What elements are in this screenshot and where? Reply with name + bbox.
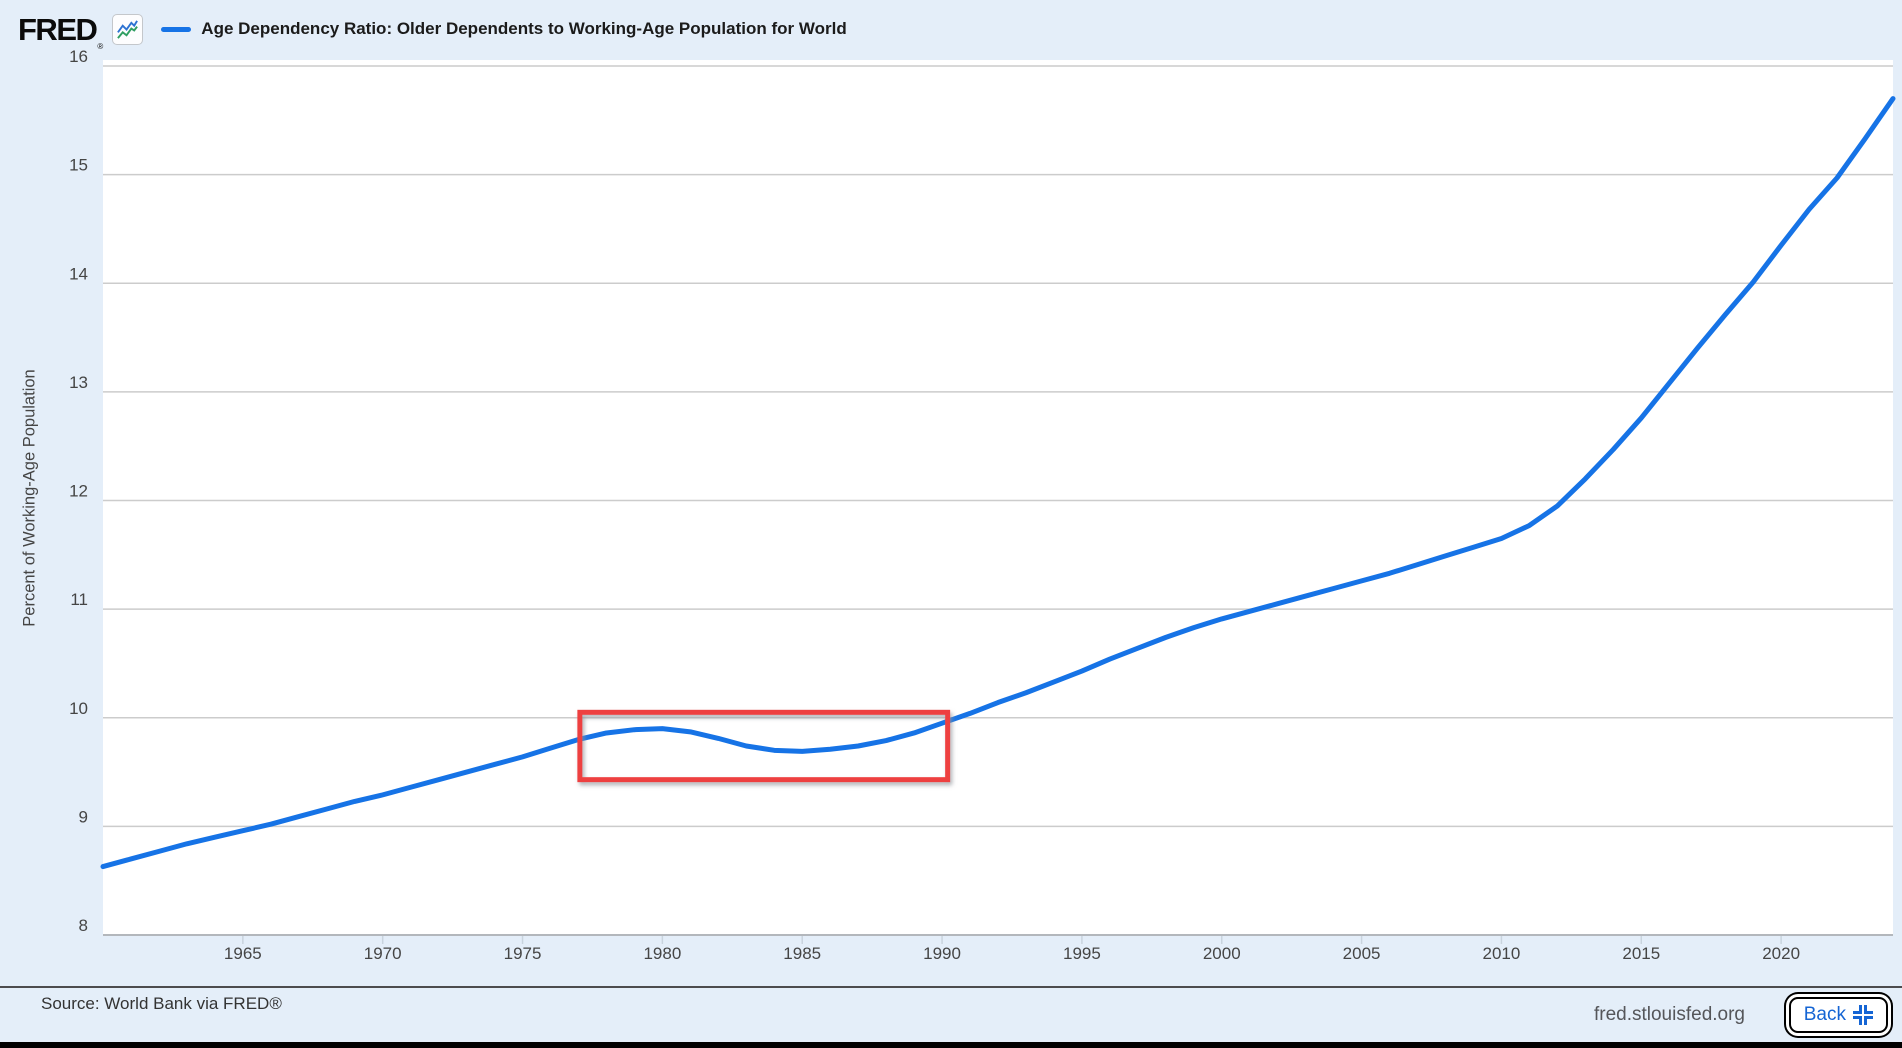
y-tick-label: 13 (69, 373, 88, 392)
x-tick-label: 2005 (1343, 944, 1381, 963)
chart-header: FRED® Age Dependency Ratio: Older Depend… (0, 0, 1902, 58)
x-tick-label: 1975 (504, 944, 542, 963)
site-url: fred.stlouisfed.org (1593, 1004, 1745, 1025)
plot-area (103, 60, 1893, 935)
compress-icon (1853, 1005, 1873, 1025)
x-tick-label: 1985 (783, 944, 821, 963)
x-tick-label: 1995 (1063, 944, 1101, 963)
x-tick-label: 2020 (1762, 944, 1800, 963)
back-button[interactable]: Back (1788, 997, 1888, 1033)
sparkline-icon (117, 19, 139, 39)
legend-line-swatch (161, 26, 192, 32)
y-tick-label: 11 (70, 590, 88, 609)
x-tick-label: 1980 (643, 944, 681, 963)
registered-mark: ® (97, 41, 104, 51)
bottom-black-bar (0, 1042, 1902, 1048)
x-tick-label: 1965 (224, 944, 262, 963)
y-tick-label: 8 (79, 916, 88, 935)
y-tick-label: 16 (69, 47, 88, 66)
y-axis-title: Percent of Working-Age Population (20, 369, 39, 627)
x-tick-label: 2010 (1483, 944, 1521, 963)
fred-logo[interactable]: FRED® (18, 11, 103, 51)
fred-graph-icon (112, 13, 144, 45)
line-chart: 8 9 10 11 12 13 14 15 16 1965 1970 1975 1980 1985 1990… (69, 47, 1896, 963)
x-tick-label: 1970 (364, 944, 402, 963)
x-tick-label: 2015 (1622, 944, 1660, 963)
x-tick-label: 1990 (923, 944, 961, 963)
y-tick-label: 9 (79, 807, 88, 826)
y-tick-label: 14 (69, 264, 88, 283)
y-tick-label: 12 (69, 482, 88, 501)
x-tick-label: 2000 (1203, 944, 1241, 963)
chart-title: Age Dependency Ratio: Older Dependents t… (201, 19, 847, 38)
fred-logo-text: FRED (18, 11, 98, 47)
footer-bar: Source: World Bank via FRED® fred.stloui… (0, 986, 1902, 1042)
series-line (100, 96, 1896, 870)
y-tick-label: 15 (69, 156, 88, 175)
source-note: Source: World Bank via FRED® (41, 994, 282, 1013)
back-button-label: Back (1803, 1004, 1846, 1025)
y-tick-label: 10 (69, 699, 88, 718)
annotation-rect (577, 709, 951, 783)
